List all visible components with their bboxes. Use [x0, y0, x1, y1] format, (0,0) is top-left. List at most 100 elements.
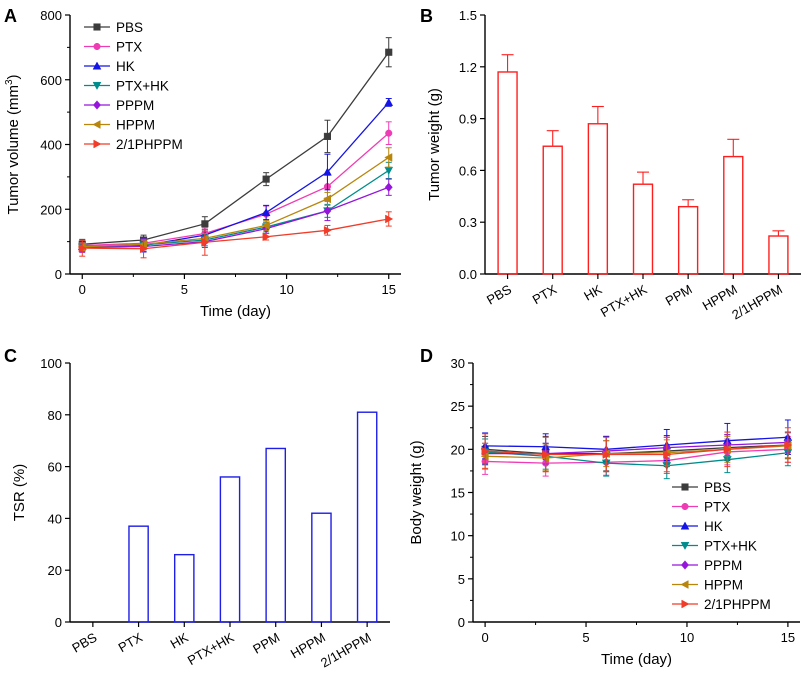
panel-b-category-label: PBS: [484, 281, 514, 307]
panel-a-x-tick-label: 0: [79, 282, 86, 297]
panel-c-y-tick-label: 80: [48, 408, 62, 423]
panel-d-chart: 0 5 10 15 20 25 30 0 5 10 15 Time (day) Body weight …: [408, 356, 800, 668]
panel-d-point-2-1phppm: [542, 450, 551, 459]
panel-a-series-line-hppm: [82, 156, 390, 248]
panel-d-legend-label-pppm: PPPM: [704, 558, 742, 573]
panel-d-x-tick-label: 5: [582, 630, 589, 645]
panel-d-x-tick-label: 10: [680, 630, 694, 645]
panel-a-point-2-1phppm: [78, 243, 87, 253]
panel-c-bar: [265, 447, 287, 623]
panel-b-y-axis-label: Tumor weight (g): [426, 88, 443, 201]
panel-a-legend-marker-hk: [92, 61, 102, 70]
panel-d-x-tick-label: 0: [481, 630, 488, 645]
panel-d-y-tick-label: 25: [451, 399, 465, 414]
panel-a-series-line-2-1phppm: [82, 218, 389, 250]
panel-b-category-label: 2/1HPPM: [729, 282, 785, 323]
panel-b-y-tick-label: 0.6: [459, 163, 477, 178]
panel-d-series-line-ptx-hk: [485, 451, 788, 467]
panel-b-y-tick-label: 1.5: [459, 8, 477, 23]
panel-a-point-pppm: [323, 206, 332, 216]
panel-a-point-2-1phppm: [140, 244, 149, 254]
panel-d-legend-marker-hk: [680, 521, 690, 530]
panel-a-x-tick-label: 15: [382, 282, 396, 297]
panel-b-y-tick-label: 1.2: [459, 60, 477, 75]
panel-d-y-axis-label: Body weight (g): [408, 440, 425, 544]
panel-a-point-2-1phppm: [262, 232, 271, 242]
panel-d-legend-label-2-1phppm: 2/1PHPPM: [704, 597, 771, 612]
panel-c-category-label: PPM: [250, 630, 282, 657]
panel-b-bar: [768, 235, 789, 275]
panel-d-y-tick-label: 0: [458, 615, 465, 630]
panel-d-legend-marker-2-1phppm: [681, 599, 690, 609]
panel-c-y-tick-label: 100: [40, 356, 62, 371]
panel-a-point-2-1phppm: [201, 237, 210, 247]
panel-b-bar: [497, 71, 518, 275]
panel-a-legend-marker-ptx-hk: [92, 81, 102, 90]
panel-d-x-tick-label: 15: [781, 630, 795, 645]
panel-d-point-2-1phppm: [663, 450, 672, 459]
panel-c-category-label: HK: [168, 629, 191, 651]
panel-b-y-tick-label: 0.3: [459, 215, 477, 230]
panel-a-point-pppm: [384, 182, 393, 192]
panel-d-series-line-hk: [485, 436, 788, 450]
panel-a-legend-marker-pppm: [93, 100, 101, 110]
panel-a-point-hk: [384, 97, 394, 106]
panel-d-legend-label-pbs: PBS: [704, 480, 731, 495]
panel-a-point-pbs: [323, 132, 331, 140]
panel-d-y-tick-label: 15: [451, 486, 465, 501]
panel-c-category-label: PTX: [116, 629, 146, 655]
panel-b-chart: 0.0 0.3 0.6 0.9 1.2 1.5 Tumor weight (g) PBS PTX…: [426, 8, 801, 322]
panel-a-x-axis-label: Time (day): [200, 303, 271, 320]
panel-a-series-line-pbs: [82, 51, 390, 245]
panel-c-y-tick-label: 40: [48, 511, 62, 526]
panel-b-bar: [723, 155, 744, 275]
panel-b-category-label: PTX+HK: [598, 281, 650, 320]
panel-a-point-hppm: [384, 153, 393, 162]
panel-a-y-axis-label: Tumor volume (mm3): [4, 74, 22, 214]
panel-c-bar: [173, 553, 195, 623]
panel-a-point-pbs: [262, 175, 270, 183]
panel-label-c: C: [4, 346, 17, 366]
panel-d-legend-marker-pppm: [681, 560, 689, 570]
panel-a-x-tick-label: 5: [181, 282, 188, 297]
panel-d-legend-marker-hppm: [680, 580, 689, 589]
panel-label-d: D: [420, 346, 433, 366]
panel-a-legend-marker-hppm: [92, 120, 101, 129]
panel-d-point-2-1phppm: [784, 440, 793, 450]
panel-a-legend-marker-ptx: [93, 42, 101, 51]
panel-a-series-line-pppm: [82, 186, 389, 249]
panel-a-legend-label-hppm: HPPM: [116, 118, 155, 133]
panel-d-series-line-2-1phppm: [485, 444, 788, 456]
panel-a-point-2-1phppm: [323, 225, 332, 235]
panel-a-y-label-close: ): [5, 74, 22, 79]
panel-b-category-label: PPM: [663, 282, 695, 309]
panel-b-y-tick-label: 0.0: [459, 267, 477, 282]
panel-a-y-label-main: Tumor volume (mm: [5, 85, 22, 214]
panel-a-point-ptx-hk: [384, 166, 394, 175]
panel-c-category-label: 2/1HPPM: [318, 630, 374, 671]
panel-a-point-hppm: [322, 194, 331, 204]
panel-d-legend-marker-ptx-hk: [680, 541, 690, 550]
panel-d-point-2-1phppm: [481, 446, 490, 456]
panel-a-y-tick-label: 400: [40, 138, 62, 153]
panel-d-y-tick-label: 5: [458, 572, 465, 587]
panel-a-legend-label-ptx: PTX: [116, 40, 142, 55]
panel-b-bar: [632, 183, 654, 275]
panel-a-point-ptx: [385, 129, 393, 137]
panel-d-legend-marker-pbs: [681, 483, 689, 491]
panel-d-y-tick-label: 20: [451, 442, 465, 457]
panel-d-y-tick-label: 30: [451, 356, 465, 371]
panel-a-legend-label-ptx-hk: PTX+HK: [116, 79, 169, 94]
panel-a-point-pbs: [385, 48, 393, 56]
panel-d-legend-label-ptx: PTX: [704, 500, 730, 515]
panel-c-y-tick-label: 60: [48, 460, 62, 475]
panel-d-legend-label-ptx-hk: PTX+HK: [704, 539, 757, 554]
panel-c-y-axis-label: TSR (%): [11, 464, 28, 522]
panel-b-bar: [677, 205, 699, 275]
panel-d-point-2-1phppm: [602, 450, 611, 459]
panel-a-y-tick-label: 800: [40, 8, 62, 23]
panel-d-legend-label-hppm: HPPM: [704, 578, 743, 593]
panel-a-y-tick-label: 600: [40, 73, 62, 88]
